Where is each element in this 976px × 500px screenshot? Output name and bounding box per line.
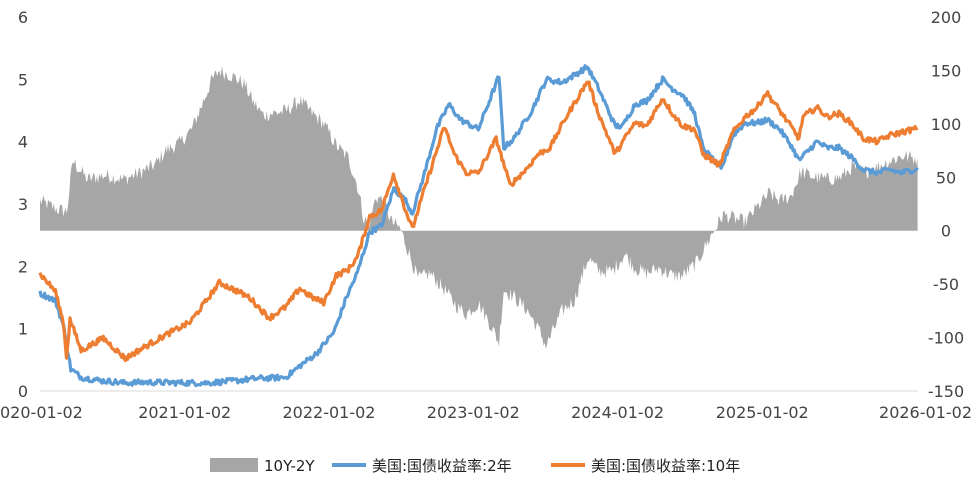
x-tick-label: 2026-01-02 bbox=[879, 403, 972, 422]
y-right-tick-label: -50 bbox=[933, 275, 959, 294]
y-left-tick-label: 2 bbox=[18, 257, 28, 276]
tick-labels-layer: 0 1 2 3 4 5 6 200 150 100 50 0 -50 -100 -150 020-01-02 2… bbox=[0, 8, 972, 422]
legend-label: 美国:国债收益率:2年 bbox=[372, 457, 512, 475]
x-tick-label: 2022-01-02 bbox=[282, 403, 375, 422]
legend-label: 10Y-2Y bbox=[264, 457, 315, 475]
y-right-tick-label: 100 bbox=[931, 115, 962, 134]
legend-swatch-area bbox=[210, 458, 258, 472]
y-left-tick-label: 1 bbox=[18, 320, 28, 339]
y-right-tick-label: -150 bbox=[928, 382, 964, 401]
x-tick-label: 2024-01-02 bbox=[571, 403, 664, 422]
y-left-tick-label: 3 bbox=[18, 195, 28, 214]
area-layer bbox=[40, 65, 918, 349]
legend-label: 美国:国债收益率:10年 bbox=[591, 457, 740, 475]
x-tick-label: 020-01-02 bbox=[0, 403, 83, 422]
yield-10y-line bbox=[38, 80, 919, 363]
spread-area-series bbox=[40, 65, 918, 349]
y-left-tick-label: 5 bbox=[18, 70, 28, 89]
y-right-tick-label: 200 bbox=[931, 8, 962, 27]
y-right-tick-label: 150 bbox=[931, 61, 962, 80]
y-right-tick-label: -100 bbox=[928, 329, 964, 348]
yield-2y-line bbox=[38, 64, 919, 388]
legend: 10Y-2Y 美国:国债收益率:2年 美国:国债收益率:10年 bbox=[210, 457, 740, 475]
y-right-tick-label: 0 bbox=[941, 222, 951, 241]
x-tick-label: 2025-01-02 bbox=[716, 403, 809, 422]
x-tick-label: 2023-01-02 bbox=[427, 403, 520, 422]
y-left-tick-label: 6 bbox=[18, 8, 28, 27]
y-right-tick-label: 50 bbox=[936, 168, 956, 187]
y-left-tick-label: 4 bbox=[18, 133, 28, 152]
x-tick-label: 2021-01-02 bbox=[138, 403, 231, 422]
y-left-tick-label: 0 bbox=[18, 382, 28, 401]
lines-layer bbox=[38, 64, 919, 388]
